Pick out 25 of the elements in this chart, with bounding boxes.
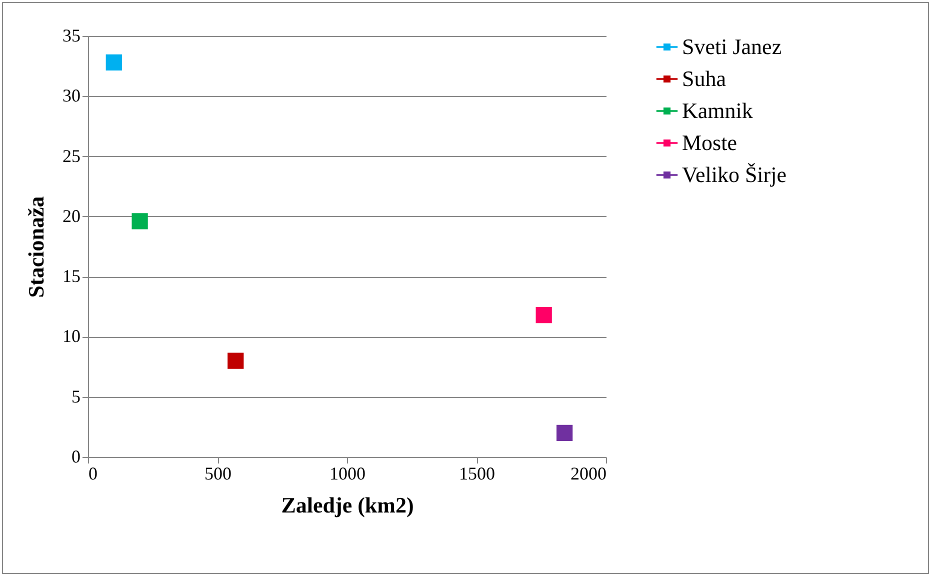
x-axis-title: Zaledje (km2) (281, 492, 414, 518)
y-tick-label: 5 (72, 386, 80, 406)
legend-label: Kamnik (682, 98, 753, 123)
point (228, 352, 244, 369)
legend-label: Suha (682, 66, 726, 91)
y-axis-title: Stacionaža (24, 196, 48, 298)
x-tick-label: 0 (88, 464, 98, 484)
point (106, 54, 122, 71)
y-tick-label: 25 (62, 146, 80, 166)
point (556, 424, 573, 442)
y-tick-label: 20 (62, 206, 80, 226)
y-tick-label: 35 (62, 26, 80, 46)
y-tick-label: 30 (62, 86, 80, 106)
y-tick-label: 15 (62, 266, 80, 286)
x-tick-label: 1000 (330, 464, 366, 484)
x-tick-label: 2000 (570, 464, 606, 484)
x-tick-label: 1500 (459, 464, 495, 484)
y-tick-label: 0 (72, 446, 80, 466)
point (132, 213, 148, 230)
x-tick-label: 500 (204, 464, 232, 484)
y-tick-label: 10 (62, 326, 80, 346)
point (536, 307, 552, 324)
legend-label: Sveti Janez (682, 34, 782, 59)
legend-label: Veliko Širje (682, 162, 786, 187)
legend-label: Moste (682, 130, 737, 155)
